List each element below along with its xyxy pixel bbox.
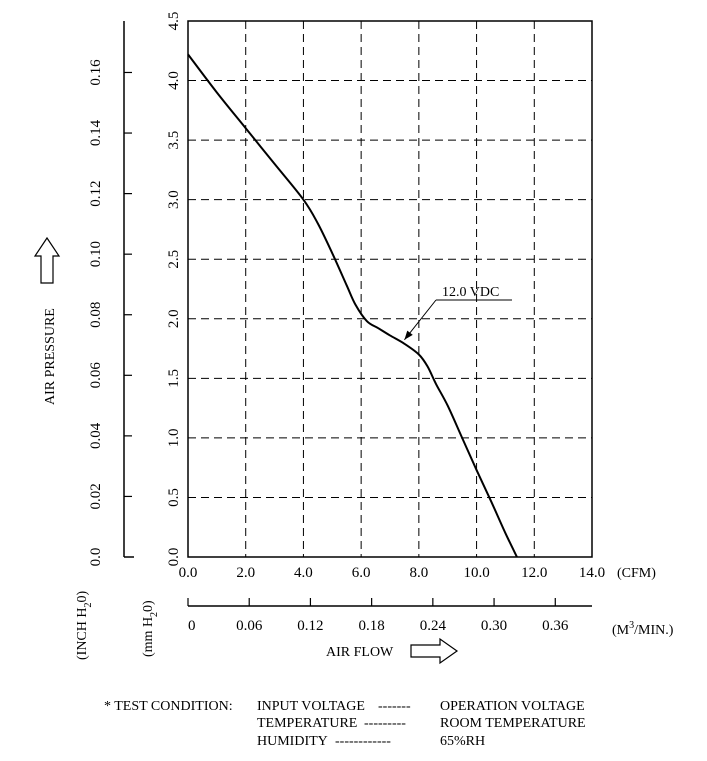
annotation-arrowhead — [404, 330, 413, 340]
m3-axis-ticks: 0 0.06 0.12 0.18 0.24 0.30 0.36 — [187, 598, 569, 634]
test-condition-value-0: OPERATION VOLTAGE — [440, 699, 585, 714]
test-condition-label-2: HUMIDITY — [257, 734, 328, 749]
inch-tick-label: 0.12 — [88, 180, 104, 206]
test-condition: * TEST CONDITION: INPUT VOLTAGE ------- … — [104, 699, 586, 749]
mm-tick-label: 2.0 — [166, 309, 182, 328]
inch-tick-label: 0.06 — [88, 362, 104, 389]
series-line-12vdc — [187, 53, 518, 558]
inch-tick-label: 0.08 — [88, 302, 104, 328]
inch-tick-label: 0.10 — [88, 241, 104, 267]
cfm-tick-label: 14.0 — [579, 565, 605, 581]
mm-tick-label: 4.0 — [166, 71, 182, 90]
test-condition-dashes-2: ------------ — [335, 734, 391, 749]
cfm-tick-label: 4.0 — [294, 565, 313, 581]
test-condition-prefix: * TEST CONDITION: — [104, 699, 233, 714]
m3-tick-label: 0.24 — [420, 618, 447, 634]
mm-tick-label: 0.5 — [166, 488, 182, 507]
cfm-tick-label: 8.0 — [409, 565, 428, 581]
x-axis-label: AIR FLOW — [326, 645, 394, 660]
air-flow-arrow-icon — [410, 637, 459, 665]
cfm-tick-label: 2.0 — [236, 565, 255, 581]
series-annotation: 12.0 VDC — [442, 285, 499, 300]
mm-tick-label: 4.5 — [166, 12, 182, 31]
test-condition-label-0: INPUT VOLTAGE — [257, 699, 365, 714]
inch-tick-label: 0.0 — [88, 548, 104, 567]
mm-tick-label: 3.0 — [166, 190, 182, 209]
m3-tick-label: 0 — [188, 618, 196, 634]
inch-tick-label: 0.16 — [88, 59, 104, 86]
cfm-tick-label: 12.0 — [521, 565, 547, 581]
cfm-tick-label: 6.0 — [352, 565, 371, 581]
mm-tick-label: 1.5 — [166, 369, 182, 388]
cfm-axis-ticks: 0.0 2.0 4.0 6.0 8.0 10.0 12.0 14.0 — [179, 565, 606, 581]
test-condition-dashes-0: ------- — [378, 699, 411, 714]
test-condition-value-2: 65%RH — [440, 734, 485, 749]
test-condition-dashes-1: --------- — [364, 716, 406, 731]
m3-tick-label: 0.30 — [481, 618, 507, 634]
inch-tick-label: 0.14 — [88, 119, 104, 146]
test-condition-label-1: TEMPERATURE — [257, 716, 357, 731]
mm-unit-label: (mm H20) — [141, 600, 160, 657]
cfm-unit-label: (CFM) — [617, 566, 656, 581]
m3-unit-label: (M3/MIN.) — [612, 620, 674, 638]
cfm-tick-label: 10.0 — [463, 565, 489, 581]
mm-tick-label: 2.5 — [166, 250, 182, 269]
cfm-tick-label: 0.0 — [179, 565, 198, 581]
air-pressure-arrow-icon — [33, 236, 61, 284]
mm-tick-label: 1.0 — [166, 429, 182, 448]
mm-tick-label: 0.0 — [166, 548, 182, 567]
inch-tick-label: 0.04 — [88, 422, 104, 449]
test-condition-value-1: ROOM TEMPERATURE — [440, 716, 586, 731]
mm-axis-ticks: 0.0 0.5 1.0 1.5 2.0 2.5 3.0 3.5 4.0 4.5 — [166, 12, 182, 567]
m3-tick-label: 0.36 — [542, 618, 569, 634]
inch-tick-label: 0.02 — [88, 483, 104, 509]
m3-tick-label: 0.18 — [359, 618, 385, 634]
inch-axis-ticks: 0.0 0.02 0.04 0.06 0.08 0.10 0.12 0.14 0.16 — [88, 59, 132, 567]
mm-tick-label: 3.5 — [166, 131, 182, 150]
inch-unit-label: (INCH H20) — [75, 591, 94, 661]
m3-tick-label: 0.06 — [236, 618, 263, 634]
grid — [188, 21, 592, 557]
y-axis-label: AIR PRESSURE — [43, 308, 58, 405]
plot-frame — [187, 20, 593, 558]
m3-tick-label: 0.12 — [297, 618, 323, 634]
